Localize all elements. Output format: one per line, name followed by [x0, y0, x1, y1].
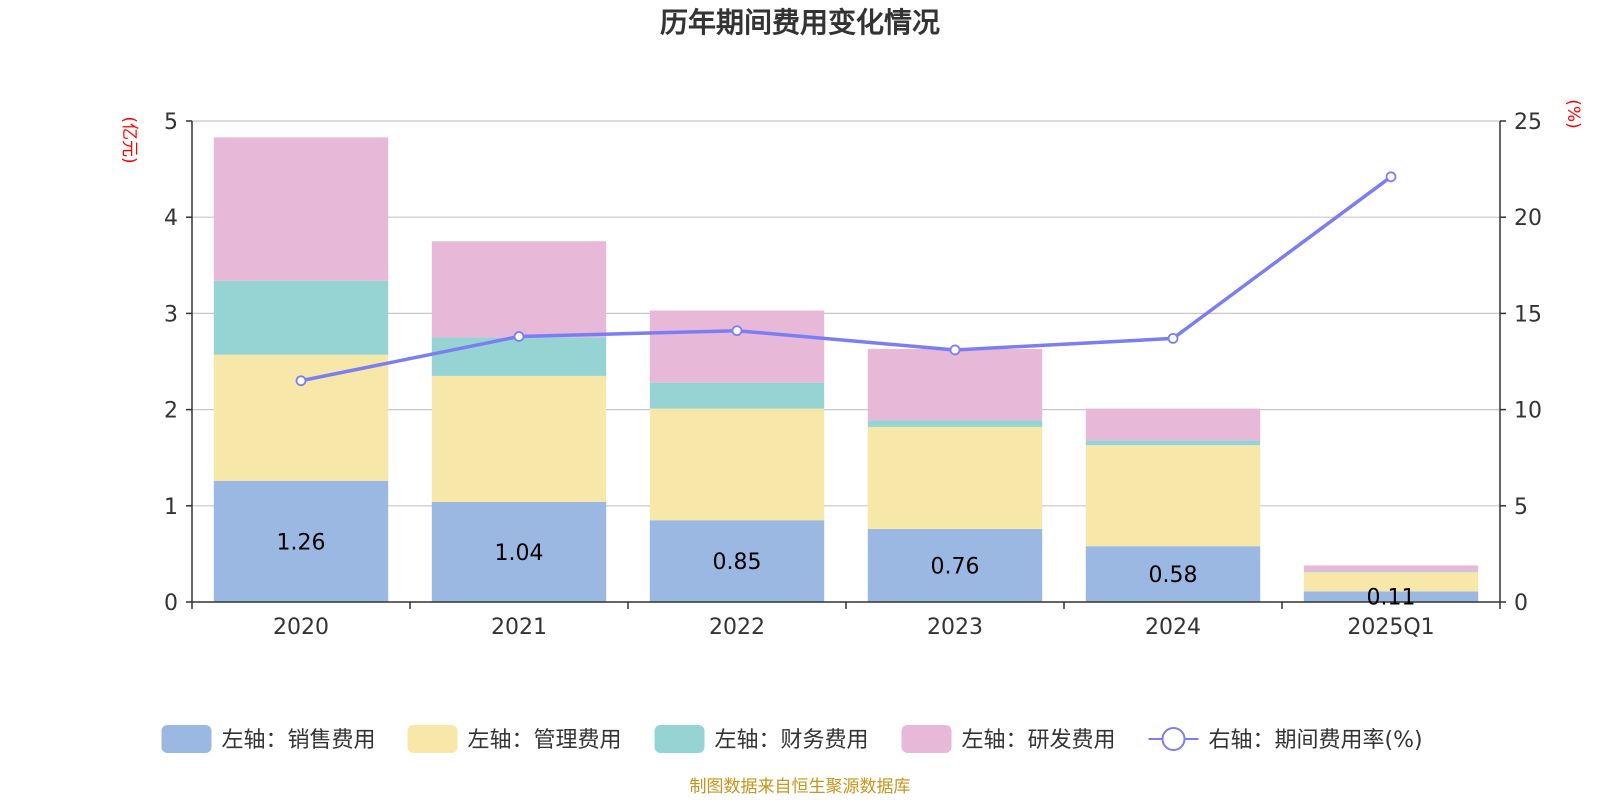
legend: 左轴：销售费用 左轴：管理费用 左轴：财务费用 左轴：研发费用 右轴：期间费用率(%)	[161, 725, 1423, 753]
chart-title: 历年期间费用变化情况	[660, 6, 940, 39]
grid	[192, 120, 1500, 507]
bar-segment-2	[649, 382, 825, 409]
bar-segment-0	[1303, 591, 1479, 602]
right-axis-tick-label: 15	[1514, 302, 1542, 327]
right-axis-tick-label: 5	[1514, 495, 1528, 520]
right-axis-tick-label: 10	[1514, 399, 1542, 424]
bar-segment-3	[867, 348, 1043, 421]
right-axis-tick-label: 20	[1514, 206, 1542, 231]
rate-line-path	[300, 175, 1393, 383]
bar-segment-0	[649, 520, 825, 602]
bar-segment-2	[1303, 571, 1479, 573]
bar-data-label: 1.04	[495, 541, 544, 566]
source-note: 制图数据来自恒生聚源数据库	[690, 777, 911, 797]
legend-label: 右轴：期间费用率(%)	[1209, 728, 1423, 753]
bar-segment-1	[1085, 445, 1261, 547]
bar-segment-1	[649, 408, 825, 521]
right-axis-unit: (%)	[1563, 99, 1583, 128]
bar-segment-3	[1303, 565, 1479, 572]
bar-segment-0	[867, 528, 1043, 602]
bar-segment-1	[1303, 572, 1479, 592]
left-axis-tick-label: 5	[164, 110, 178, 135]
x-axis-tick-label: 2021	[491, 615, 547, 640]
left-axis-tick-label: 4	[164, 206, 178, 231]
bar-segment-3	[213, 137, 389, 281]
bar-segment-0	[213, 480, 389, 602]
bar-segment-3	[431, 241, 607, 338]
bar-segment-2	[1085, 440, 1261, 446]
axes: 0 1 2 3 4 5 0 5 10 15 20 25 2020 2021 2022 2023 2024 2025…	[164, 110, 1542, 640]
x-axis-tick-label: 2025Q1	[1347, 615, 1434, 640]
bar-data-label: 1.26	[277, 530, 326, 555]
right-axis-tick-label: 25	[1514, 110, 1542, 135]
left-axis-tick-label: 0	[164, 591, 178, 616]
bar-segment-0	[1085, 546, 1261, 602]
x-axis-tick-label: 2022	[709, 615, 765, 640]
legend-label: 左轴：财务费用	[715, 728, 869, 753]
x-axis-tick-label: 2023	[927, 615, 983, 640]
bar-data-label: 0.11	[1367, 586, 1416, 611]
rate-point	[1167, 333, 1179, 344]
bar-segment-0	[431, 501, 607, 602]
bar-segment-2	[213, 280, 389, 355]
bars	[213, 137, 1479, 602]
legend-marker	[1161, 727, 1186, 751]
bar-labels: 1.26 1.04 0.85 0.76 0.58 0.11	[277, 530, 1416, 610]
bar-segment-1	[431, 375, 607, 502]
legend-swatch	[654, 725, 705, 753]
legend-label: 左轴：管理费用	[468, 728, 622, 753]
legend-swatch	[901, 725, 952, 753]
legend-swatch	[407, 725, 458, 753]
legend-swatch	[161, 725, 212, 753]
left-axis-tick-label: 3	[164, 302, 178, 327]
expense-rate-line	[295, 171, 1397, 387]
legend-label: 左轴：研发费用	[962, 728, 1116, 753]
rate-point	[295, 375, 307, 387]
bar-segment-2	[431, 337, 607, 376]
bar-data-label: 0.85	[713, 550, 762, 575]
bar-segment-3	[649, 310, 825, 383]
bar-segment-1	[213, 354, 389, 481]
left-axis-tick-label: 2	[164, 399, 178, 424]
bar-segment-2	[867, 420, 1043, 427]
rate-point	[731, 325, 743, 337]
left-axis-tick-label: 1	[164, 495, 178, 520]
right-axis-tick-label: 0	[1514, 591, 1528, 616]
legend-label: 左轴：销售费用	[222, 728, 376, 753]
rate-point	[1385, 171, 1397, 183]
x-axis-tick-label: 2020	[273, 615, 329, 640]
x-axis-tick-label: 2024	[1145, 615, 1201, 640]
rate-point	[949, 344, 961, 356]
bar-data-label: 0.76	[931, 554, 980, 579]
left-axis-unit: (亿元)	[119, 116, 139, 163]
rate-point	[513, 331, 525, 342]
bar-segment-1	[867, 426, 1043, 529]
bar-segment-3	[1085, 408, 1261, 441]
bar-data-label: 0.58	[1149, 563, 1198, 588]
